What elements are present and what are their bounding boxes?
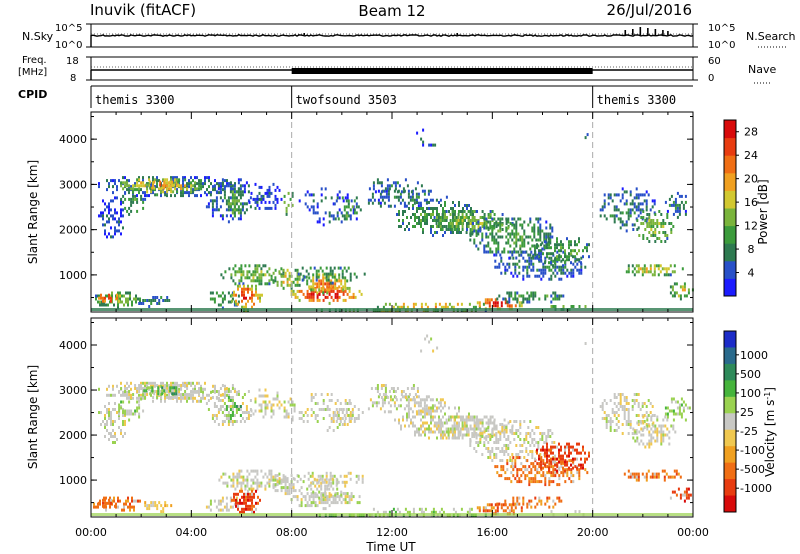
velocity-colorbar-tick: -100 bbox=[740, 444, 765, 457]
x-tick-label: 12:00 bbox=[376, 526, 408, 539]
power-colorbar-tick: 16 bbox=[744, 196, 758, 209]
x-tick-label: 20:00 bbox=[577, 526, 609, 539]
search-tick-top: 10^5 bbox=[708, 23, 735, 34]
freq-tick-bottom: 8 bbox=[70, 73, 76, 84]
velocity-colorbar-tick: 500 bbox=[740, 368, 761, 381]
velocity-colorbar-tick: 100 bbox=[740, 387, 761, 400]
power-colorbar-tick: 28 bbox=[744, 126, 758, 139]
velocity-colorbar-tick: 25 bbox=[740, 406, 754, 419]
power-colorbar-tick: 4 bbox=[748, 267, 755, 280]
velocity-colorbar: 1000 500 100 25 -25 -100 -500 -1000 bbox=[723, 330, 772, 513]
sky-label: N.Sky bbox=[22, 30, 54, 43]
velocity-colorbar-tick: 1000 bbox=[740, 349, 768, 362]
velocity-colorbar-label: Velocity [m s-1] bbox=[763, 387, 778, 477]
freq-tick-top: 18 bbox=[66, 56, 79, 67]
cpid-segment-label: themis 3300 bbox=[95, 93, 174, 107]
station-title: Inuvik (fitACF) bbox=[90, 1, 196, 19]
power-ytick: 4000 bbox=[59, 133, 87, 146]
velocity-ytick: 3000 bbox=[59, 384, 87, 397]
velocity-panel: 1000 2000 3000 4000 bbox=[59, 317, 694, 518]
cpid-segment-label: themis 3300 bbox=[597, 93, 676, 107]
x-axis-ticks: 00:00 04:00 08:00 12:00 16:00 20:00 00:00 bbox=[75, 526, 709, 539]
freq-unit: [MHz] bbox=[18, 67, 47, 78]
power-colorbar-tick: 12 bbox=[744, 220, 758, 233]
power-panel: 1000 2000 3000 4000 bbox=[59, 111, 694, 313]
sky-noise-strip bbox=[86, 23, 698, 48]
x-tick-label: 00:00 bbox=[75, 526, 107, 539]
power-ylabel: Slant Range [km] bbox=[26, 160, 40, 264]
nave-tick-bottom: 0 bbox=[708, 73, 714, 84]
date-title: 26/Jul/2016 bbox=[607, 1, 692, 19]
power-colorbar: 4 8 12 16 20 24 28 bbox=[723, 119, 758, 297]
search-tick-bottom: 10^0 bbox=[708, 40, 735, 51]
power-ytick: 1000 bbox=[59, 269, 87, 282]
nave-tick-top: 60 bbox=[708, 56, 721, 67]
x-axis-label: Time UT bbox=[365, 540, 416, 554]
cpid-label: CPID bbox=[18, 88, 47, 101]
x-tick-label: 08:00 bbox=[276, 526, 308, 539]
velocity-colorbar-tick: -1000 bbox=[740, 482, 772, 495]
velocity-ytick: 2000 bbox=[59, 429, 87, 442]
beam-title: Beam 12 bbox=[358, 2, 425, 20]
power-ytick: 2000 bbox=[59, 224, 87, 237]
cpid-segment-label: twofsound 3503 bbox=[296, 93, 397, 107]
power-ytick: 3000 bbox=[59, 178, 87, 191]
frequency-strip bbox=[86, 56, 698, 81]
x-tick-label: 04:00 bbox=[175, 526, 207, 539]
sky-tick-top: 10^5 bbox=[55, 23, 82, 34]
x-tick-label: 16:00 bbox=[476, 526, 508, 539]
search-label: N.Search bbox=[746, 30, 796, 43]
freq-label: Freq. bbox=[22, 55, 47, 66]
power-colorbar-label: Power [dB] bbox=[756, 179, 770, 244]
velocity-ytick: 1000 bbox=[59, 474, 87, 487]
velocity-ytick: 4000 bbox=[59, 339, 87, 352]
velocity-ylabel: Slant Range [km] bbox=[26, 365, 40, 469]
velocity-colorbar-tick: -500 bbox=[740, 463, 765, 476]
sky-tick-bottom: 10^0 bbox=[55, 40, 82, 51]
power-colorbar-tick: 8 bbox=[748, 243, 755, 256]
x-tick-label: 00:00 bbox=[677, 526, 709, 539]
power-colorbar-tick: 20 bbox=[744, 173, 758, 186]
power-colorbar-tick: 24 bbox=[744, 149, 758, 162]
velocity-colorbar-tick: -25 bbox=[740, 425, 758, 438]
cpid-bar: themis 3300 twofsound 3503 themis 3300 bbox=[90, 85, 693, 108]
nave-label: Nave bbox=[748, 63, 776, 76]
